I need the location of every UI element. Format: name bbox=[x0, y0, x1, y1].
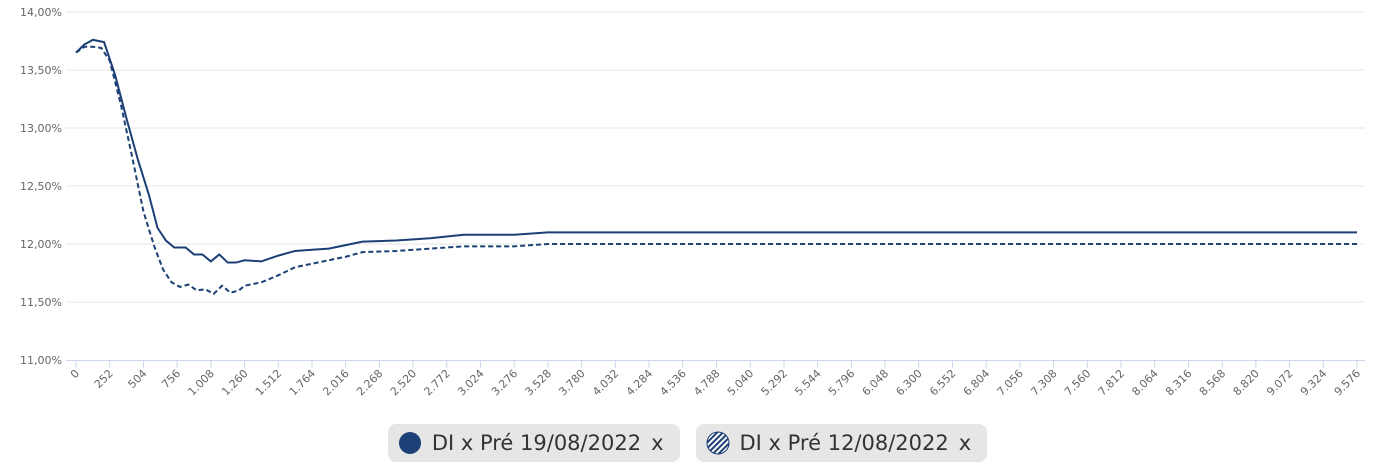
x-tick-label: 7.308 bbox=[1028, 367, 1059, 398]
x-tick-label: 9.576 bbox=[1332, 367, 1363, 398]
x-tick-label: 6.552 bbox=[927, 367, 958, 398]
x-tick-label: 2.520 bbox=[388, 367, 419, 398]
x-tick-label: 4.032 bbox=[590, 367, 621, 398]
legend-item[interactable]: DI x Pré 19/08/2022 x bbox=[387, 424, 680, 462]
y-tick-label: 13,50% bbox=[20, 64, 62, 77]
x-tick-label: 4.536 bbox=[657, 367, 688, 398]
legend-label: DI x Pré 19/08/2022 bbox=[431, 431, 642, 455]
x-tick-label: 5.796 bbox=[826, 367, 857, 398]
legend-item[interactable]: DI x Pré 12/08/2022 x bbox=[695, 424, 988, 462]
y-tick-label: 11,50% bbox=[20, 296, 62, 309]
x-tick-label: 9.072 bbox=[1264, 367, 1295, 398]
x-tick-label: 2.772 bbox=[421, 367, 452, 398]
legend-label: DI x Pré 12/08/2022 bbox=[739, 431, 949, 455]
x-tick-label: 7.560 bbox=[1062, 367, 1093, 398]
legend-swatch bbox=[706, 431, 729, 455]
x-tick-label: 5.292 bbox=[759, 367, 790, 398]
x-tick-label: 3.780 bbox=[556, 367, 587, 398]
x-tick-label: 4.788 bbox=[691, 367, 722, 398]
x-tick-label: 5.040 bbox=[725, 367, 756, 398]
x-tick-label: 6.300 bbox=[893, 367, 924, 398]
x-tick-label: 3.528 bbox=[523, 367, 554, 398]
x-tick-label: 4.284 bbox=[624, 367, 655, 398]
legend-marker bbox=[398, 432, 421, 454]
y-tick-label: 11,00% bbox=[20, 354, 62, 367]
y-tick-label: 12,00% bbox=[20, 238, 62, 251]
x-tick-label: 6.804 bbox=[961, 367, 992, 398]
x-tick-label: 8.820 bbox=[1231, 367, 1262, 398]
x-tick-label: 504 bbox=[126, 367, 150, 391]
y-tick-label: 12,50% bbox=[20, 180, 62, 193]
x-tick-label: 5.544 bbox=[792, 367, 823, 398]
y-tick-label: 14,00% bbox=[20, 6, 62, 19]
x-tick-label: 1.008 bbox=[185, 367, 216, 398]
x-tick-label: 252 bbox=[92, 367, 116, 391]
x-tick-label: 2.268 bbox=[354, 367, 385, 398]
legend-close[interactable]: x bbox=[958, 431, 972, 455]
x-tick-label: 8.064 bbox=[1129, 367, 1160, 398]
x-tick-label: 1.260 bbox=[219, 367, 250, 398]
x-tick-label: 2.016 bbox=[320, 367, 351, 398]
chart: 11,00% 11,50% 12,00% 12,50% 13,00% 13,50% 14,0… bbox=[20, 6, 1365, 398]
legend-swatch bbox=[398, 432, 421, 454]
y-tick-label: 13,00% bbox=[20, 122, 62, 135]
series-line bbox=[75, 38, 1357, 264]
x-tick-label: 7.056 bbox=[995, 367, 1026, 398]
x-tick-label: 9.324 bbox=[1298, 367, 1329, 398]
legend-marker bbox=[706, 431, 729, 455]
x-tick-label: 8.568 bbox=[1197, 367, 1228, 398]
x-tick-label: 8.316 bbox=[1163, 367, 1194, 398]
x-tick-label: 756 bbox=[159, 367, 183, 391]
x-tick-label: 0 bbox=[68, 367, 82, 381]
x-tick-label: 1.512 bbox=[253, 367, 284, 398]
x-tick-label: 3.276 bbox=[489, 367, 520, 398]
x-tick-label: 7.812 bbox=[1096, 367, 1127, 398]
x-tick-label: 6.048 bbox=[860, 367, 891, 398]
series-line bbox=[75, 45, 1357, 296]
x-tick-label: 1.764 bbox=[287, 367, 318, 398]
legend: DI x Pré 19/08/2022 x DI x Pré 12/08/2022 x bbox=[0, 424, 1375, 462]
legend-close[interactable]: x bbox=[651, 431, 664, 455]
x-tick-label: 3.024 bbox=[455, 367, 486, 398]
